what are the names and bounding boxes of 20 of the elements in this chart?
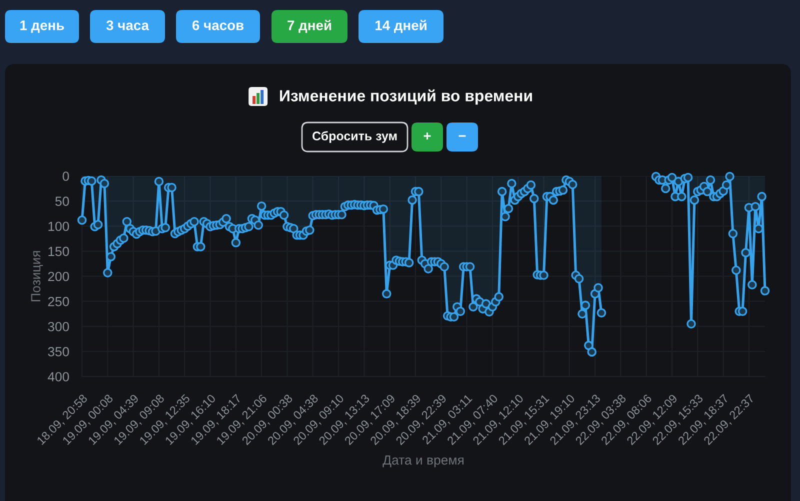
text: 6 часов — [192, 20, 244, 30]
text: 3 часа — [106, 20, 150, 30]
y-tick-label: 300 — [48, 322, 69, 332]
y-tick-label: 400 — [48, 372, 69, 382]
text: − — [458, 135, 466, 137]
text: 7 дней — [288, 20, 332, 33]
text: 1 день — [20, 20, 64, 33]
chart-title: Изменение позиций во времени — [280, 89, 532, 105]
y-tick-label: 200 — [48, 272, 69, 282]
y-tick-label: 100 — [48, 222, 69, 232]
y-tick-label: 50 — [55, 196, 69, 206]
text: 14 дней — [375, 20, 426, 33]
text: Сбросить зум — [312, 131, 397, 143]
text: + — [424, 132, 431, 140]
y-tick-label: 0 — [62, 172, 69, 181]
y-tick-label: 150 — [48, 246, 69, 256]
x-axis-title: Дата и время — [382, 455, 464, 468]
y-tick-label: 350 — [48, 347, 69, 356]
y-axis-title: Позиция — [31, 251, 43, 302]
y-tick-label: 250 — [48, 296, 69, 306]
